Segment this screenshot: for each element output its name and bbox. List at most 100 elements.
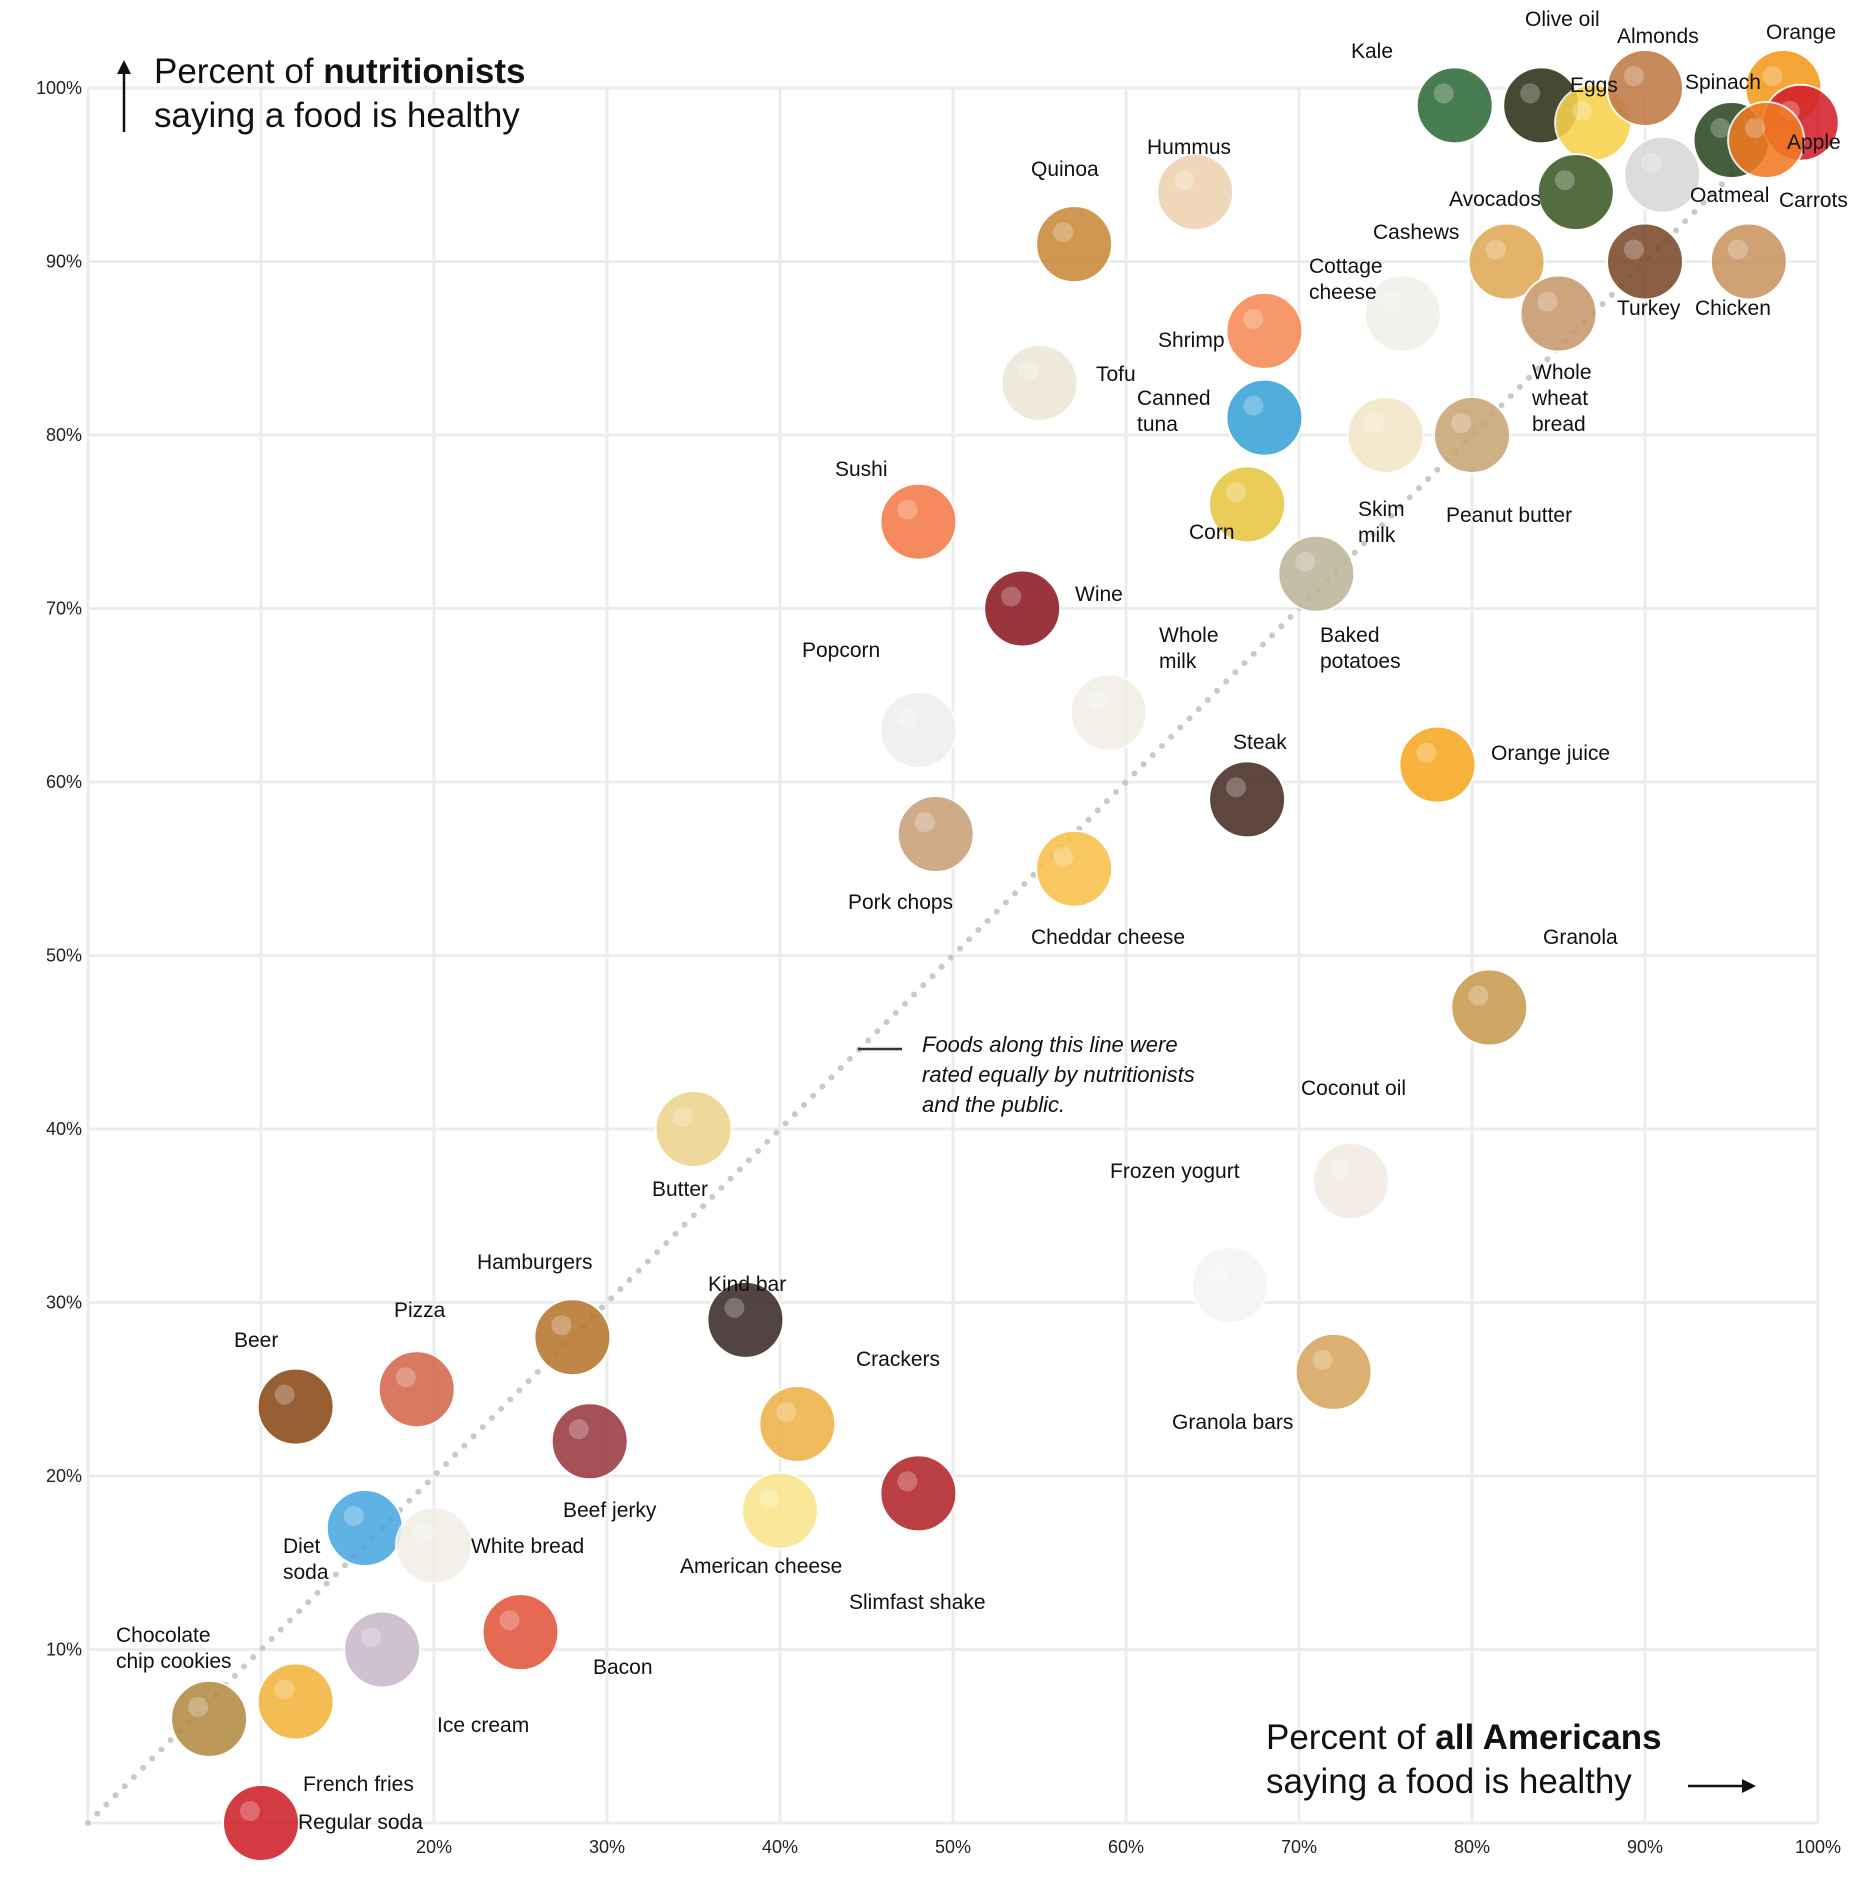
- food-label-pizza: Pizza: [394, 1299, 446, 1322]
- food-icon-highlight: [897, 707, 918, 728]
- food-marker-popcorn: [879, 690, 958, 769]
- food-icon-highlight: [1433, 83, 1454, 104]
- food-markers: [170, 49, 1840, 1862]
- food-label-quinoa: Quinoa: [1031, 158, 1099, 181]
- food-label-american-cheese: American cheese: [680, 1555, 843, 1578]
- food-label-kind-bar: Kind bar: [708, 1273, 787, 1296]
- food-marker-almonds: [1606, 49, 1684, 127]
- food-icon-ice-cream: [343, 1610, 422, 1689]
- food-icon-kind-bar: [706, 1280, 785, 1359]
- x-tick-label: 20%: [416, 1837, 452, 1857]
- food-label-chicken: Chicken: [1695, 297, 1771, 320]
- food-icon-peanut-butter: [1433, 396, 1511, 474]
- food-label-hamburgers: Hamburgers: [477, 1251, 593, 1274]
- food-marker-peanut-butter: [1433, 396, 1511, 474]
- food-marker-skim-milk: [1346, 396, 1425, 474]
- food-label-hummus: Hummus: [1147, 136, 1232, 159]
- food-label-cashews: Cashews: [1373, 221, 1460, 244]
- food-marker-white-bread: [395, 1506, 473, 1585]
- food-icon-quinoa: [1035, 205, 1114, 284]
- food-marker-french-fries: [256, 1662, 335, 1741]
- food-marker-hummus: [1156, 153, 1235, 232]
- food-marker-canned-tuna: [1225, 378, 1304, 457]
- reference-line-annotation: Foods along this line were rated equally…: [922, 1032, 1195, 1117]
- x-axis-ticks: 20% 30% 40% 50% 60% 70% 80% 90% 100%: [416, 1837, 1841, 1857]
- food-marker-cashews: [1467, 222, 1546, 301]
- food-label-baked-potatoes: Baked potatoes: [1320, 624, 1401, 673]
- food-icon-bacon: [481, 1593, 560, 1672]
- food-marker-baked-potatoes: [1277, 534, 1356, 613]
- food-icon-highlight: [672, 1107, 693, 1127]
- food-marker-tofu: [1000, 343, 1079, 422]
- food-icon-corn: [1208, 465, 1287, 544]
- food-icon-highlight: [1624, 66, 1644, 86]
- y-tick-label: 70%: [46, 599, 82, 619]
- reference-line: [85, 85, 1821, 1826]
- y-axis-ticks: 10% 20% 30% 40% 50% 60% 70% 80% 90% 100%: [36, 78, 82, 1660]
- food-icon-highlight: [1018, 360, 1039, 381]
- food-icon-highlight: [914, 812, 935, 833]
- food-icon-highlight: [1226, 777, 1247, 798]
- food-label-oatmeal: Oatmeal: [1690, 184, 1770, 207]
- food-marker-bacon: [481, 1593, 560, 1672]
- food-icon-turkey: [1606, 222, 1684, 301]
- food-label-regular-soda: Regular soda: [298, 1811, 423, 1834]
- food-label-coconut-oil: Coconut oil: [1301, 1077, 1407, 1100]
- x-tick-label: 80%: [1454, 1837, 1490, 1857]
- food-icon-american-cheese: [741, 1471, 819, 1550]
- food-marker-granola-bars: [1294, 1332, 1373, 1411]
- food-icon-highlight: [1329, 1159, 1350, 1180]
- food-marker-sushi: [879, 482, 958, 561]
- food-icon-highlight: [551, 1315, 572, 1336]
- x-tick-label: 60%: [1108, 1837, 1144, 1857]
- y-axis-title-line2: saying a food is healthy: [154, 96, 520, 135]
- food-icon-highlight: [1381, 291, 1402, 312]
- food-icon-coconut-oil: [1311, 1142, 1390, 1221]
- food-marker-cheddar-cheese: [1035, 829, 1114, 908]
- food-marker-beef-jerky: [550, 1402, 629, 1481]
- food-icon-wine: [983, 569, 1062, 648]
- food-label-steak: Steak: [1233, 731, 1287, 754]
- food-icon-regular-soda: [222, 1784, 300, 1862]
- food-marker-american-cheese: [741, 1471, 819, 1550]
- food-label-carrots: Carrots: [1779, 189, 1848, 212]
- food-icon-highlight: [1451, 413, 1471, 433]
- food-label-crackers: Crackers: [856, 1348, 941, 1371]
- food-label-orange: Orange: [1766, 21, 1837, 44]
- food-marker-butter: [654, 1090, 733, 1168]
- x-tick-label: 40%: [762, 1837, 798, 1857]
- food-icon-highlight: [1641, 152, 1662, 173]
- food-label-avocados: Avocados: [1449, 188, 1541, 211]
- x-tick-label: 90%: [1627, 1837, 1663, 1857]
- food-icon-highlight: [1485, 239, 1506, 260]
- food-icon-highlight: [1295, 551, 1316, 572]
- food-marker-hamburgers: [533, 1298, 612, 1377]
- food-icon-highlight: [1745, 118, 1766, 139]
- food-marker-chicken: [1709, 222, 1788, 301]
- y-tick-label: 90%: [46, 252, 82, 272]
- food-icon-highlight: [897, 1471, 918, 1492]
- food-marker-shrimp: [1225, 291, 1304, 370]
- food-icon-beef-jerky: [550, 1402, 629, 1481]
- x-axis-title-line2: saying a food is healthy: [1266, 1762, 1632, 1801]
- food-icon-highlight: [1624, 239, 1644, 260]
- food-marker-pork-chops: [896, 795, 975, 874]
- food-marker-corn: [1208, 465, 1287, 544]
- food-label-granola: Granola: [1543, 926, 1618, 949]
- food-marker-cottage-cheese: [1363, 274, 1442, 353]
- x-tick-label: 100%: [1795, 1837, 1841, 1857]
- food-icon-highlight: [1572, 100, 1593, 121]
- food-icon-highlight: [240, 1801, 260, 1821]
- food-icon-granola: [1450, 968, 1529, 1047]
- food-marker-steak: [1208, 760, 1287, 839]
- food-icon-shrimp: [1225, 291, 1304, 370]
- food-label-granola-bars: Granola bars: [1172, 1411, 1294, 1434]
- food-icon-steak: [1208, 760, 1287, 839]
- y-axis-title-prefix: Percent of: [154, 52, 324, 91]
- food-label-corn: Corn: [1189, 521, 1235, 544]
- food-marker-chocolate-chip-cookies: [170, 1679, 249, 1758]
- food-label-bacon: Bacon: [593, 1656, 653, 1679]
- x-axis-arrow: [1688, 1779, 1756, 1793]
- food-icon-sushi: [879, 482, 958, 561]
